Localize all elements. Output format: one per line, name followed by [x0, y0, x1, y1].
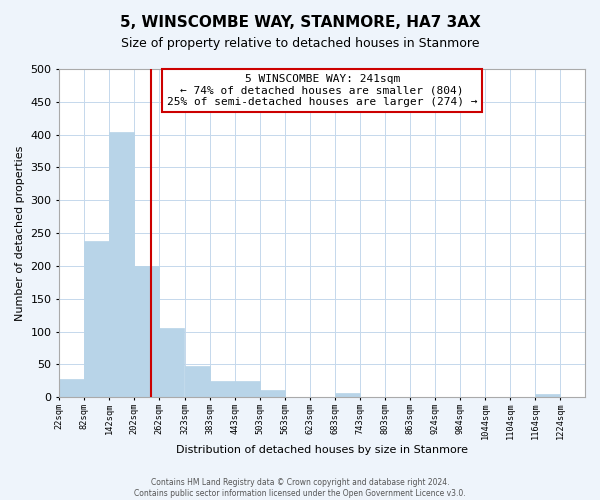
Bar	[185, 366, 209, 397]
Bar	[260, 390, 284, 397]
Bar	[134, 266, 159, 397]
Bar	[235, 380, 260, 397]
Bar	[535, 394, 560, 397]
Bar	[109, 132, 134, 397]
Y-axis label: Number of detached properties: Number of detached properties	[15, 146, 25, 321]
Bar	[85, 241, 109, 397]
Text: Contains HM Land Registry data © Crown copyright and database right 2024.
Contai: Contains HM Land Registry data © Crown c…	[134, 478, 466, 498]
Bar	[335, 392, 359, 397]
Text: 5 WINSCOMBE WAY: 241sqm
← 74% of detached houses are smaller (804)
25% of semi-d: 5 WINSCOMBE WAY: 241sqm ← 74% of detache…	[167, 74, 478, 107]
Bar	[209, 380, 235, 397]
Bar	[59, 380, 85, 397]
Text: 5, WINSCOMBE WAY, STANMORE, HA7 3AX: 5, WINSCOMBE WAY, STANMORE, HA7 3AX	[119, 15, 481, 30]
Text: Size of property relative to detached houses in Stanmore: Size of property relative to detached ho…	[121, 38, 479, 51]
Bar	[159, 328, 184, 397]
X-axis label: Distribution of detached houses by size in Stanmore: Distribution of detached houses by size …	[176, 445, 468, 455]
